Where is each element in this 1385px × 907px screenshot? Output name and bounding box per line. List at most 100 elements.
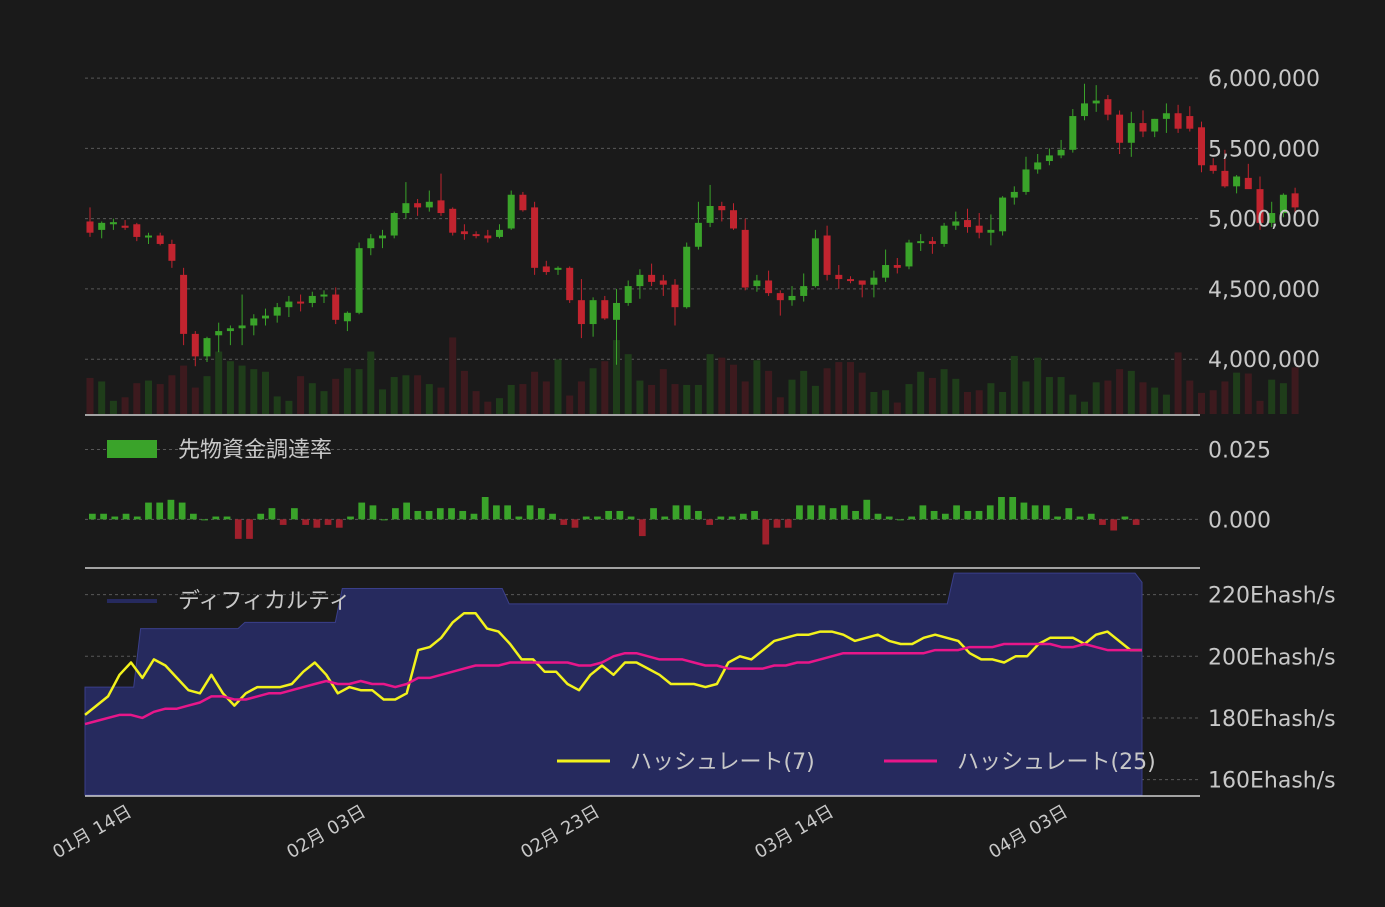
candle-body: [1069, 116, 1077, 150]
volume-bar: [1221, 381, 1229, 414]
volume-bar: [811, 385, 819, 414]
funding-bar: [122, 513, 130, 520]
funding-bar: [145, 502, 152, 520]
candle-body: [531, 207, 539, 268]
volume-bar: [858, 372, 866, 414]
candle-body: [308, 295, 316, 303]
volume-bar: [706, 354, 714, 414]
candle-body: [613, 302, 620, 320]
candle-body: [835, 274, 843, 280]
volume-bar: [788, 379, 796, 414]
funding-bar: [695, 510, 702, 520]
funding-y-tick-label: 0.025: [1208, 439, 1271, 464]
candle-body: [928, 241, 936, 244]
funding-bar: [728, 516, 736, 520]
funding-bar: [594, 516, 601, 520]
volume-bar: [133, 383, 141, 414]
candle-body: [215, 331, 223, 336]
candle-body: [1162, 113, 1170, 119]
funding-bar: [178, 502, 186, 520]
candle-body: [636, 274, 644, 287]
funding-bar: [549, 513, 556, 520]
candle-body: [414, 203, 422, 208]
funding-bar: [964, 510, 972, 520]
funding-bar: [739, 513, 747, 520]
funding-bar: [650, 508, 657, 520]
candle-body: [847, 279, 854, 282]
candle-body: [940, 225, 948, 244]
candle-body: [460, 231, 468, 235]
funding-bar: [1020, 502, 1028, 520]
funding-bar: [1132, 519, 1140, 525]
volume-bar: [835, 362, 843, 414]
candle-body: [659, 280, 667, 285]
candle-body: [718, 206, 726, 211]
volume-bar: [226, 361, 234, 414]
volume-bar: [121, 397, 129, 414]
volume-bar: [683, 384, 691, 414]
volume-bar: [964, 392, 971, 414]
candle-body: [1268, 213, 1276, 223]
candle-body: [109, 222, 117, 225]
funding-bar: [369, 505, 377, 520]
volume-bar: [145, 380, 152, 414]
volume-bar: [624, 354, 632, 414]
candle-body: [694, 222, 702, 247]
volume-bar: [718, 357, 726, 414]
candle-body: [121, 225, 129, 228]
funding-bar: [885, 516, 893, 520]
volume-bar: [928, 377, 936, 414]
volume-bar: [882, 390, 890, 414]
funding-bar: [1009, 497, 1017, 520]
hashrate-panel: [84, 572, 1143, 796]
funding-bar: [829, 508, 837, 520]
candle-body: [741, 229, 749, 288]
volume-bar: [893, 402, 901, 414]
candle-body: [823, 235, 831, 275]
funding-bar: [986, 505, 994, 520]
volume-bar: [168, 375, 176, 414]
difficulty-area: [84, 572, 1143, 796]
funding-bar: [863, 499, 871, 520]
volume-bars: [86, 337, 1299, 414]
x-tick-label: 04月 03日: [985, 801, 1071, 863]
difficulty-legend-label: ディフィカルティ: [178, 589, 351, 614]
volume-bar: [449, 337, 457, 414]
candle-body: [238, 325, 246, 329]
funding-bar: [616, 510, 624, 520]
funding-bar: [403, 502, 410, 520]
candle-body: [1092, 100, 1100, 104]
volume-bar: [437, 387, 445, 414]
funding-bar: [1121, 516, 1129, 520]
funding-bar: [1110, 519, 1118, 531]
funding-bar: [930, 510, 938, 520]
candle-body: [519, 194, 527, 211]
candle-body: [683, 246, 691, 308]
volume-bar: [402, 375, 410, 414]
volume-bar: [250, 369, 258, 414]
volume-bar: [414, 375, 422, 414]
hash-y-tick-label: 180Ehash/s: [1208, 707, 1336, 732]
hash7-legend-label: ハッシュレート(7): [630, 750, 815, 775]
candle-body: [753, 280, 761, 287]
volume-bar: [379, 389, 386, 414]
funding-bar: [246, 519, 253, 539]
volume-bar: [472, 391, 480, 414]
volume-bar: [765, 370, 773, 414]
volume-bar: [671, 384, 679, 414]
candle-body: [648, 274, 656, 282]
funding-bar: [919, 505, 927, 520]
volume-bar: [1291, 367, 1299, 414]
volume-bar: [952, 378, 960, 414]
funding-bar: [448, 508, 455, 520]
volume-bar: [180, 365, 188, 414]
price-y-tick-label: 4,500,000: [1208, 278, 1320, 303]
funding-bar: [212, 516, 220, 520]
funding-bar: [537, 508, 545, 520]
volume-bar: [1151, 387, 1159, 414]
candle-body: [402, 203, 410, 214]
funding-bar: [223, 516, 231, 520]
funding-bar: [279, 519, 287, 525]
volume-bar: [905, 384, 913, 414]
